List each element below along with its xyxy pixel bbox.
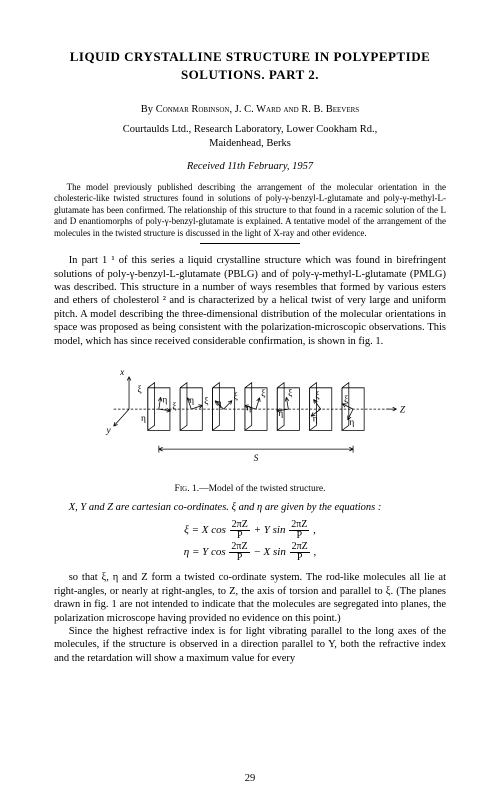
svg-text:η: η xyxy=(313,414,318,424)
equation-xi: ξ = X cos 2πZP + Y sin 2πZP , xyxy=(54,519,446,541)
abstract: The model previously published describin… xyxy=(54,182,446,240)
svg-text:η: η xyxy=(278,409,283,419)
eq-plus: + Y sin xyxy=(254,524,286,536)
equations: ξ = X cos 2πZP + Y sin 2πZP , η = Y cos … xyxy=(54,519,446,563)
equation-intro: X, Y and Z are cartesian co-ordinates. ξ… xyxy=(54,502,446,513)
frac-1: 2πZP xyxy=(230,520,250,541)
section-rule xyxy=(200,243,300,244)
svg-text:η: η xyxy=(217,399,222,409)
svg-text:ξ: ξ xyxy=(288,389,292,399)
paragraph-1: In part 1 ¹ of this series a liquid crys… xyxy=(54,254,446,348)
frac-den: P xyxy=(230,531,250,541)
svg-text:ξ: ξ xyxy=(172,402,176,412)
frac-4: 2πZP xyxy=(290,542,310,563)
eq-eta-lhs: η = Y cos xyxy=(184,546,226,558)
title-line-2: SOLUTIONS. PART 2. xyxy=(181,67,319,82)
figure-1-svg: ZxyξηξηξηξηξηξηξηξηS xyxy=(70,358,430,473)
by-word: By xyxy=(141,104,156,115)
svg-text:ξ: ξ xyxy=(261,389,265,399)
frac-2: 2πZP xyxy=(289,520,309,541)
eq-xi-lhs: ξ = X cos xyxy=(184,524,226,536)
paragraph-3: Since the highest refractive index is fo… xyxy=(54,625,446,665)
eq-minus: − X sin xyxy=(253,546,285,558)
paper-title: LIQUID CRYSTALLINE STRUCTURE IN POLYPEPT… xyxy=(54,48,446,83)
svg-text:y: y xyxy=(106,426,112,436)
svg-text:ξ: ξ xyxy=(315,391,319,401)
affiliation-1: Courtaulds Ltd., Research Laboratory, Lo… xyxy=(54,123,446,137)
frac-den: P xyxy=(289,531,309,541)
svg-text:η: η xyxy=(162,396,167,406)
svg-text:ξ: ξ xyxy=(234,392,238,402)
svg-text:Z: Z xyxy=(400,406,406,416)
eq-comma: , xyxy=(314,546,317,558)
title-line-1: LIQUID CRYSTALLINE STRUCTURE IN POLYPEPT… xyxy=(70,49,431,64)
svg-text:ξ: ξ xyxy=(138,385,142,395)
svg-text:S: S xyxy=(254,454,259,464)
paper-page: LIQUID CRYSTALLINE STRUCTURE IN POLYPEPT… xyxy=(0,0,500,804)
frac-den: P xyxy=(229,553,249,563)
svg-text:η: η xyxy=(141,414,146,424)
svg-text:η: η xyxy=(189,396,194,406)
eq-desc-text: X, Y and Z are cartesian co-ordinates. ξ… xyxy=(69,502,382,513)
svg-text:ξ: ξ xyxy=(204,397,208,407)
svg-text:η: η xyxy=(349,418,354,428)
svg-text:x: x xyxy=(119,368,125,378)
fig-label: Fig. 1.— xyxy=(175,484,209,494)
byline: By Conmar Robinson, J. C. Ward and R. B.… xyxy=(54,103,446,117)
received-date: Received 11th February, 1957 xyxy=(54,161,446,172)
svg-text:ξ: ξ xyxy=(344,395,348,405)
eq-comma: , xyxy=(313,524,316,536)
equation-eta: η = Y cos 2πZP − X sin 2πZP , xyxy=(54,541,446,563)
svg-text:η: η xyxy=(246,404,251,414)
authors: Conmar Robinson, J. C. Ward and R. B. Be… xyxy=(156,104,360,115)
fig-caption-text: Model of the twisted structure. xyxy=(209,484,326,494)
affiliation-2: Maidenhead, Berks xyxy=(54,137,446,151)
page-number: 29 xyxy=(0,773,500,784)
frac-den: P xyxy=(290,553,310,563)
figure-1: ZxyξηξηξηξηξηξηξηξηS xyxy=(54,358,446,478)
paragraph-2: so that ξ, η and Z form a twisted co-ord… xyxy=(54,571,446,625)
frac-3: 2πZP xyxy=(229,542,249,563)
figure-1-caption: Fig. 1.—Model of the twisted structure. xyxy=(54,484,446,494)
